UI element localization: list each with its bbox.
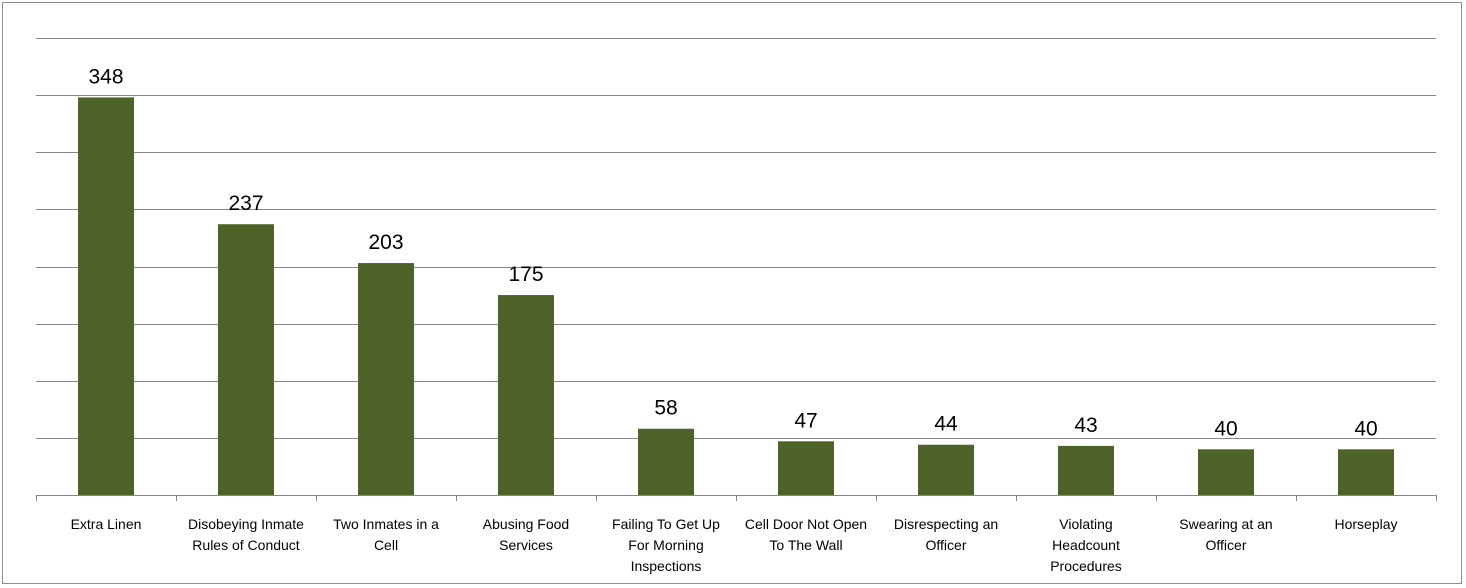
data-label: 40 <box>1354 417 1377 440</box>
data-label: 237 <box>228 192 263 215</box>
data-label: 348 <box>88 65 123 88</box>
x-axis <box>36 495 1437 501</box>
category-label: Disrespecting an Officer <box>894 516 998 553</box>
category-label: Swearing at an Officer <box>1179 516 1272 553</box>
category-label: Two Inmates in a Cell <box>333 516 439 553</box>
data-label: 175 <box>508 263 543 286</box>
bar <box>358 263 414 495</box>
bar <box>778 441 834 495</box>
bar <box>78 97 134 495</box>
bar <box>218 224 274 496</box>
category-label: Failing To Get Up For Morning Inspections <box>612 516 720 574</box>
category-label: Horseplay <box>1334 516 1397 532</box>
category-label: Disobeying Inmate Rules of Conduct <box>188 516 304 553</box>
data-label: 58 <box>654 397 677 420</box>
data-labels: 348 237 203 175 58 47 44 43 40 40 <box>88 65 1377 440</box>
category-label: Cell Door Not Open To The Wall <box>745 516 867 553</box>
data-label: 47 <box>794 409 817 432</box>
category-labels: Extra Linen Disobeying Inmate Rules of Con… <box>71 516 1398 574</box>
category-label: Abusing Food Services <box>483 516 569 553</box>
bar <box>1338 449 1394 495</box>
bar <box>498 295 554 495</box>
data-label: 40 <box>1214 417 1237 440</box>
category-label: Violating Headcount Procedures <box>1050 516 1122 574</box>
bar <box>1058 445 1114 495</box>
data-label: 43 <box>1074 414 1097 437</box>
bar <box>1198 449 1254 495</box>
data-label: 44 <box>934 413 958 436</box>
data-label: 203 <box>368 231 403 254</box>
bar-chart: 348 237 203 175 58 47 44 43 40 40 Extra Linen Diso… <box>36 38 1437 574</box>
bar <box>918 444 974 495</box>
bars <box>78 97 1394 496</box>
bar <box>638 428 694 495</box>
category-label: Extra Linen <box>71 516 142 532</box>
